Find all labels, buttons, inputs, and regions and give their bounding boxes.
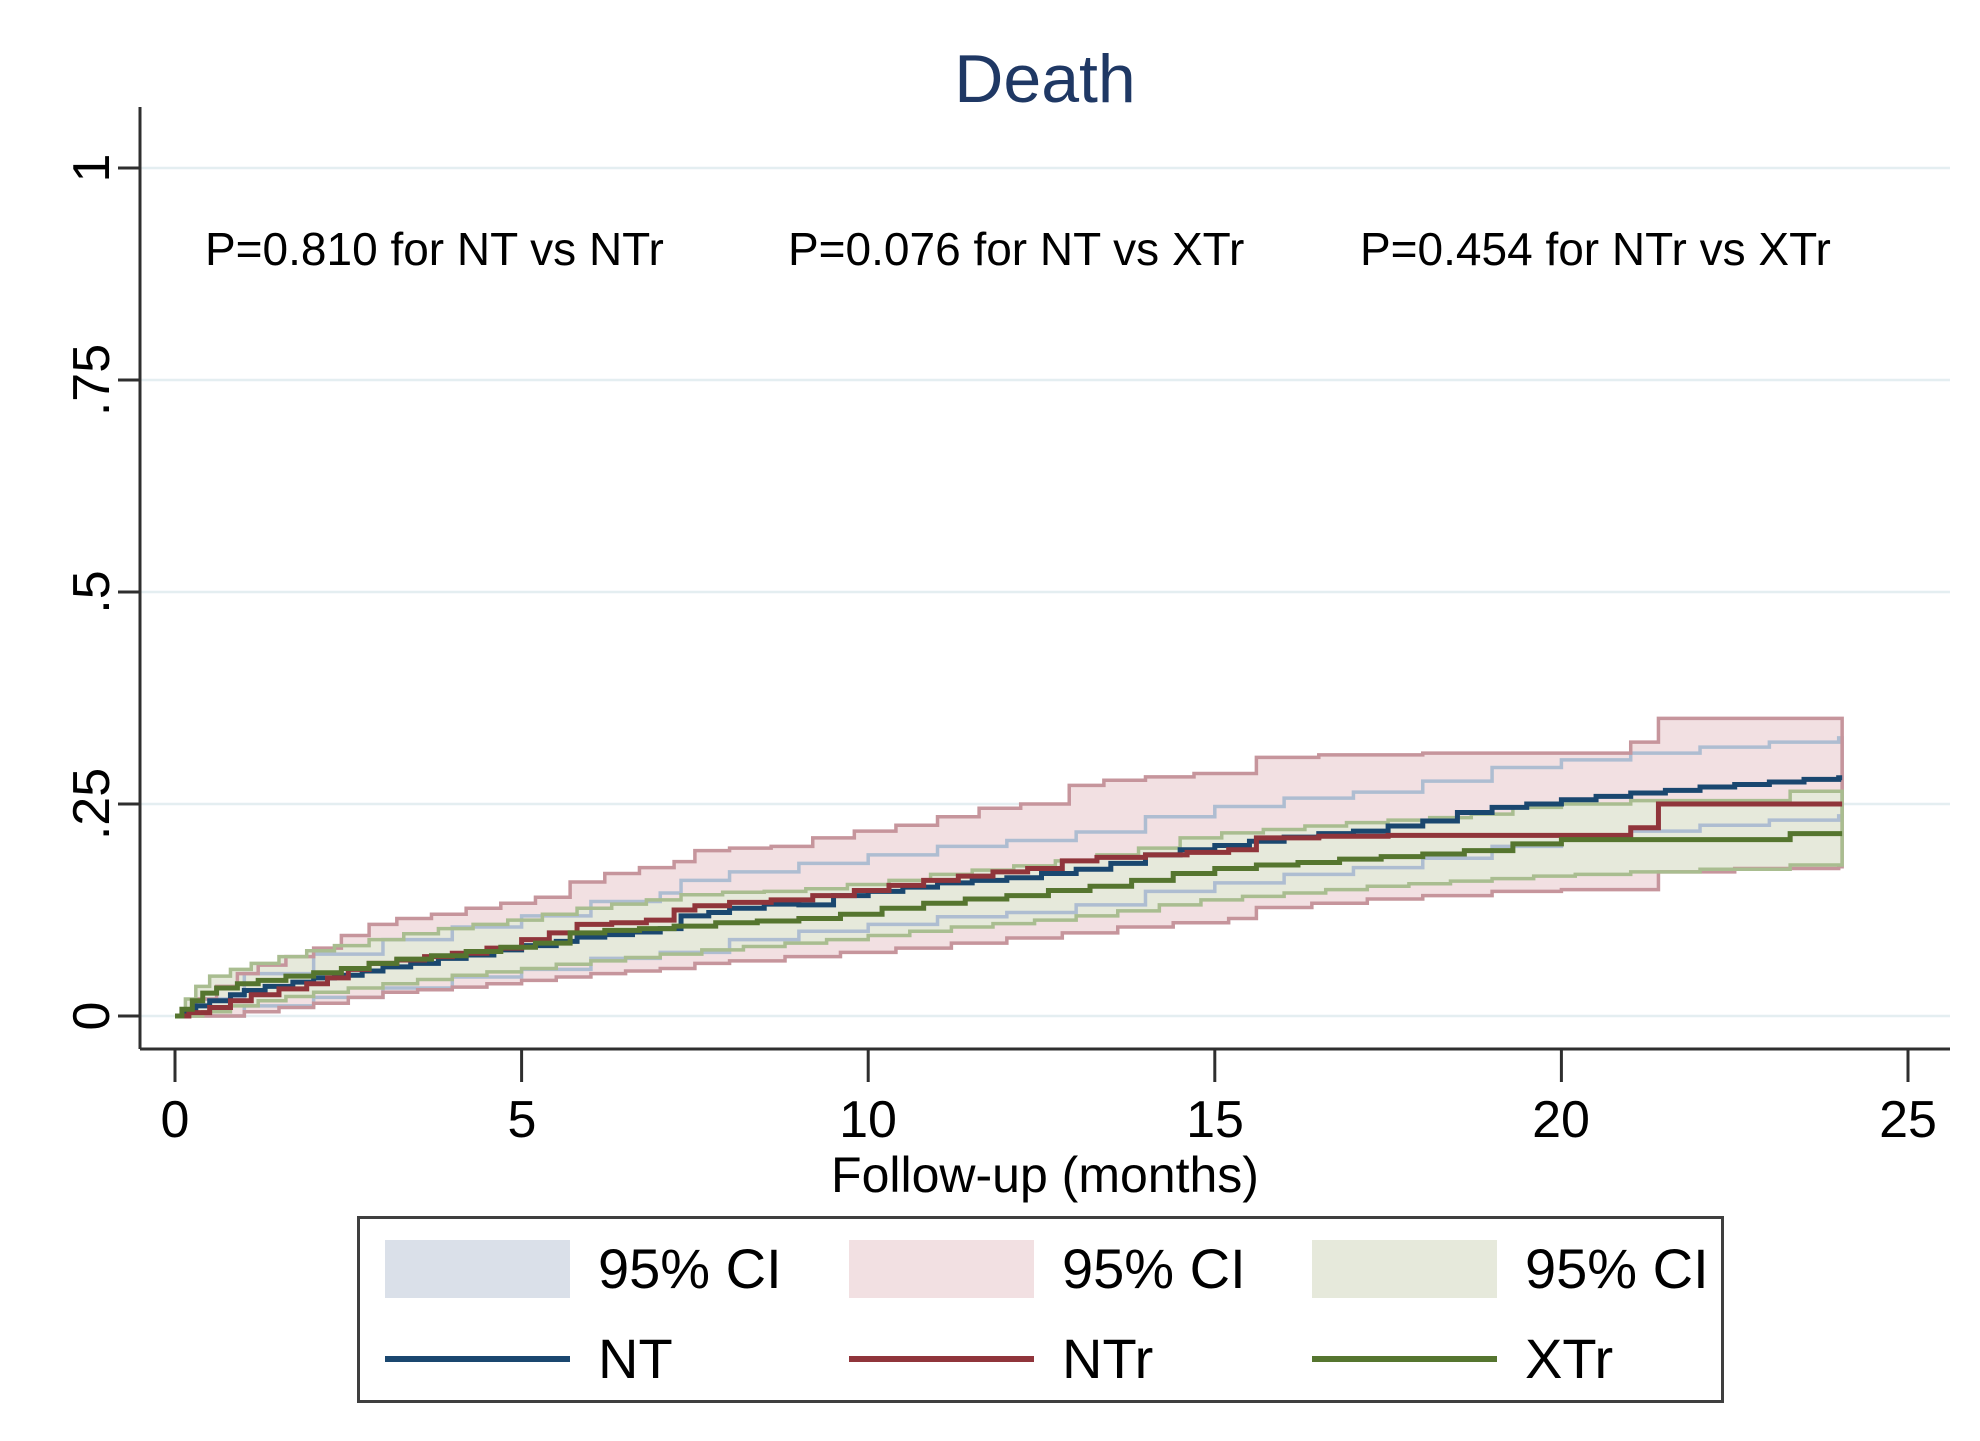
x-tick-label-20: 20	[1532, 1091, 1590, 1149]
legend-label: NTr	[1062, 1327, 1154, 1390]
chart-title: Death	[954, 41, 1136, 117]
legend-swatch-ci-ntr	[849, 1240, 1034, 1298]
x-tick-label-10: 10	[839, 1091, 897, 1149]
legend-label: 95% CI	[1525, 1237, 1709, 1300]
x-tick-label-15: 15	[1186, 1091, 1244, 1149]
pvalue-annotation-nt-vs-xtr: P=0.076 for NT vs XTr	[788, 223, 1245, 275]
y-tick-label-75: .75	[63, 343, 121, 417]
legend-entry-ci-xtr: 95% CI	[1312, 1237, 1709, 1301]
legend-entry-ci-nt: 95% CI	[385, 1237, 782, 1301]
x-tick-label-5: 5	[507, 1091, 537, 1149]
legend-box: 95% CI 95% CI 95% CI NT NTr XTr	[357, 1216, 1724, 1403]
legend-label: 95% CI	[598, 1237, 782, 1300]
legend-line-xtr	[1312, 1356, 1497, 1362]
pvalue-annotation-nt-vs-ntr: P=0.810 for NT vs NTr	[205, 223, 664, 275]
y-tick-label-50: .5	[63, 570, 121, 614]
x-tick-label-0: 0	[160, 1091, 190, 1149]
y-tick-label-25: .25	[63, 767, 121, 841]
legend-label: XTr	[1525, 1327, 1614, 1390]
legend-entry-line-ntr: NTr	[849, 1327, 1153, 1391]
legend-label: NT	[598, 1327, 673, 1390]
y-tick-label-0: 0	[63, 1001, 121, 1031]
legend-line-ntr	[849, 1356, 1034, 1362]
legend-swatch-ci-nt	[385, 1240, 570, 1298]
pvalue-annotation-ntr-vs-xtr: P=0.454 for NTr vs XTr	[1360, 223, 1831, 275]
legend-line-nt	[385, 1356, 570, 1362]
legend-swatch-ci-xtr	[1312, 1240, 1497, 1298]
legend-entry-line-nt: NT	[385, 1327, 673, 1391]
legend-entry-line-xtr: XTr	[1312, 1327, 1613, 1391]
y-tick-label-100: 1	[63, 153, 121, 183]
legend-entry-ci-ntr: 95% CI	[849, 1237, 1246, 1301]
legend-label: 95% CI	[1062, 1237, 1246, 1300]
x-tick-label-25: 25	[1879, 1091, 1937, 1149]
x-axis-title: Follow-up (months)	[831, 1147, 1259, 1203]
